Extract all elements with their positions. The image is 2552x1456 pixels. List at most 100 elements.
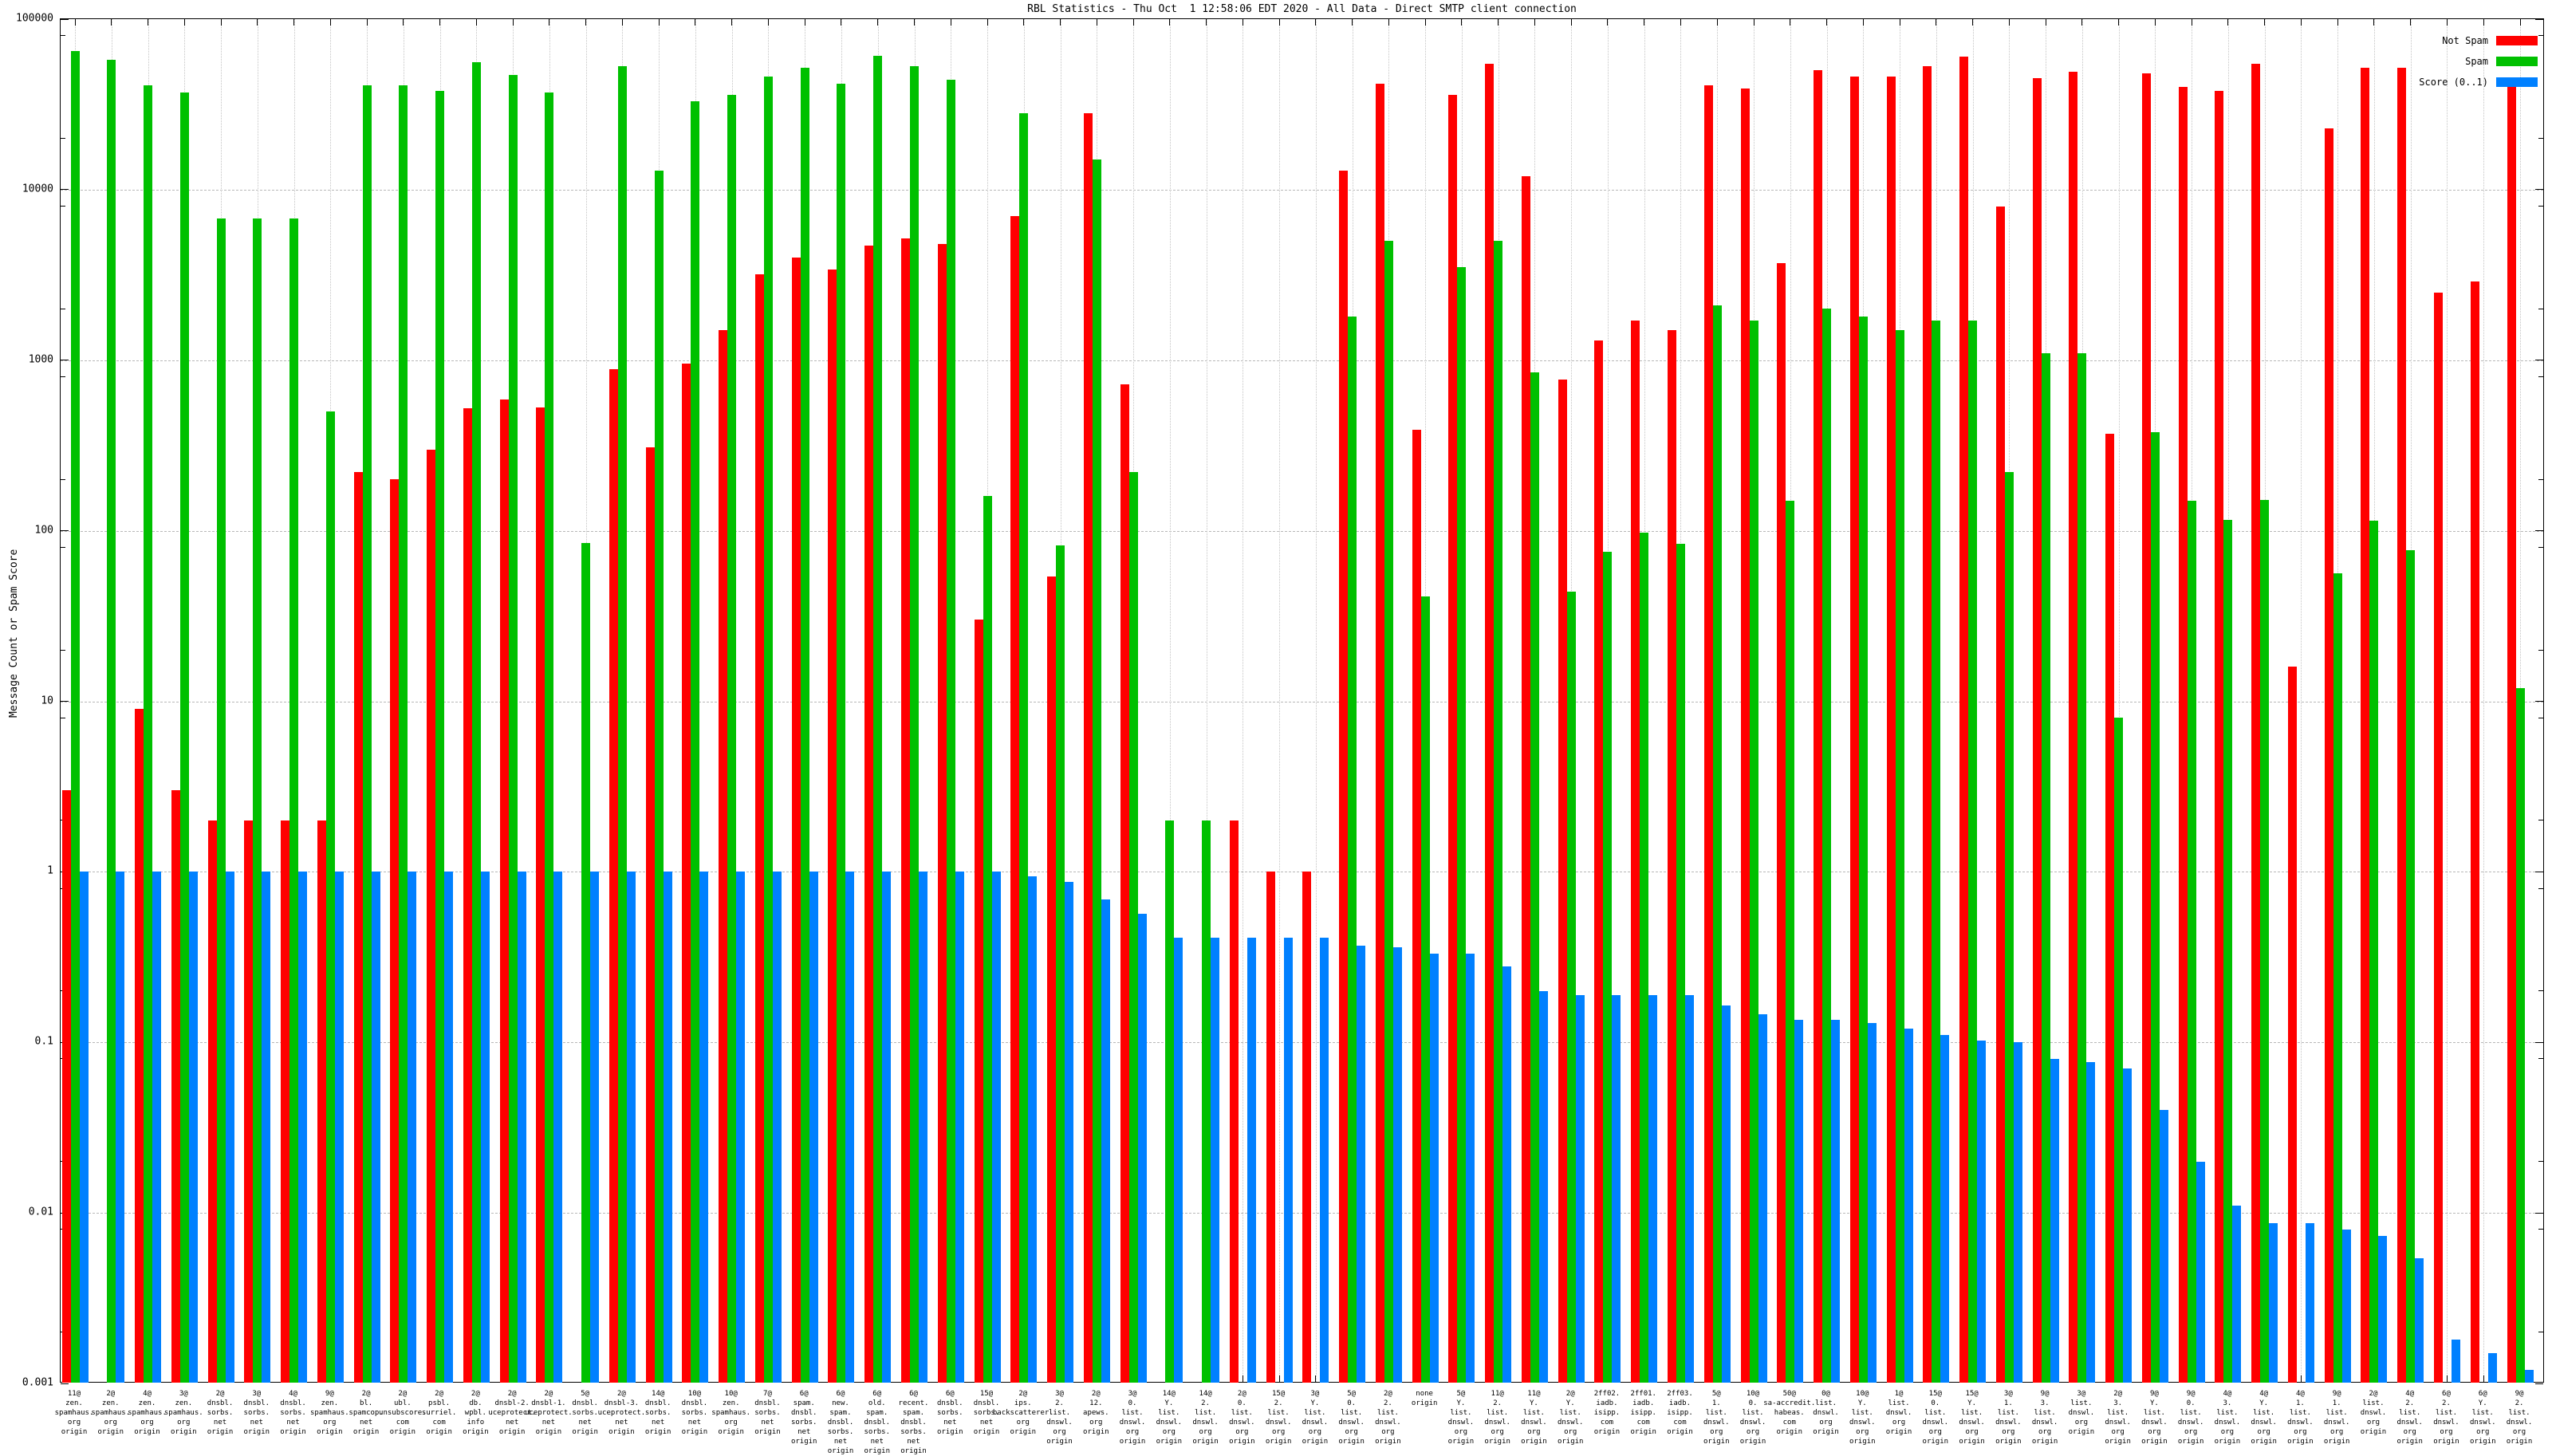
bar-not-spam	[791, 257, 801, 1383]
bar-not-spam	[2251, 63, 2261, 1383]
bar-score	[1867, 1022, 1877, 1383]
bar-spam	[1749, 321, 1758, 1383]
gridline-vertical	[1279, 19, 1281, 1382]
bar-not-spam	[1448, 94, 1458, 1383]
x-tick-bottom	[1315, 1375, 1317, 1382]
bar-score	[188, 872, 198, 1383]
bar-spam	[1932, 321, 1941, 1383]
x-axis-group-label: 10@ dnsbl. sorbs. net origin	[681, 1390, 708, 1436]
bar-not-spam	[2069, 72, 2078, 1383]
bar-not-spam	[2324, 128, 2333, 1383]
bar-spam	[1676, 543, 1685, 1383]
bar-spam	[545, 92, 554, 1383]
x-axis-group-label: 2@ 12. apews. org origin	[1083, 1390, 1109, 1436]
y-major-tick-left	[61, 701, 69, 702]
x-tick-bottom	[2446, 1375, 2448, 1382]
x-axis-group-label: 9@ 0. list. dnswl. org origin	[2177, 1390, 2204, 1446]
x-axis-group-label: 14@ dnsbl. sorbs. net origin	[644, 1390, 671, 1436]
bar-spam	[2515, 687, 2525, 1383]
x-tick-top	[512, 19, 514, 26]
x-tick-top	[914, 19, 915, 26]
bar-spam	[691, 100, 700, 1383]
x-axis-group-label: 9@ 1. list. dnswl. org origin	[2323, 1390, 2350, 1446]
y-minor-tick-right	[2538, 649, 2543, 651]
x-tick-top	[439, 19, 441, 26]
bar-score	[2415, 1258, 2424, 1383]
bar-spam	[1165, 820, 1175, 1383]
x-tick-top	[403, 19, 404, 26]
x-axis-group-label: 3@ dnsbl. sorbs. net origin	[243, 1390, 270, 1436]
x-axis-group-label: 2@ dnsbl-2. uceprotect. net origin	[488, 1390, 536, 1436]
x-tick-top	[2483, 19, 2484, 26]
x-axis-group-label: 4@ 3. list. dnswl. org origin	[2214, 1390, 2241, 1446]
x-axis-group-label: 2ff03. iadb. isipp. com origin	[1667, 1390, 1693, 1436]
bar-not-spam	[1120, 384, 1129, 1383]
bar-score	[1466, 954, 1475, 1383]
bar-spam	[983, 495, 992, 1383]
legend: Not Spam Spam Score (0..1)	[2377, 35, 2544, 99]
bar-spam	[471, 61, 481, 1383]
bar-spam	[581, 542, 591, 1383]
x-axis-group-label: 3@ 0. list. dnswl. org origin	[1119, 1390, 1146, 1446]
bar-not-spam	[937, 244, 947, 1383]
x-tick-top	[1570, 19, 1572, 26]
bar-spam	[1530, 372, 1539, 1383]
bar-not-spam	[1594, 340, 1604, 1383]
x-axis-group-label: 5@ Y. list. dnswl. org origin	[1447, 1390, 1475, 1446]
gridline-vertical	[2483, 19, 2485, 1382]
x-tick-top	[183, 19, 185, 26]
bar-not-spam	[207, 820, 217, 1383]
x-axis-group-label: 2@ dnsbl-1. uceprotect. net origin	[525, 1390, 573, 1436]
legend-row-not-spam: Not Spam	[2377, 35, 2544, 46]
bar-spam	[1786, 500, 1795, 1383]
x-axis-group-label: 9@ 3. list. dnswl. org origin	[2031, 1390, 2058, 1446]
plot-area	[60, 18, 2544, 1384]
y-axis-tick-label: 0.1	[34, 1035, 53, 1048]
bar-score	[663, 872, 672, 1383]
bar-spam	[2150, 431, 2160, 1383]
bar-not-spam	[1849, 77, 1859, 1383]
bar-score	[408, 872, 417, 1383]
bar-not-spam	[390, 479, 400, 1383]
x-axis-group-label: 2@ db. wpbl. info origin	[463, 1390, 489, 1436]
bar-spam	[325, 411, 335, 1383]
bar-not-spam	[754, 273, 764, 1383]
y-axis-tick-label: 10000	[22, 183, 53, 195]
gridline-horizontal	[61, 530, 2543, 532]
bar-spam	[763, 77, 773, 1383]
x-tick-top	[2300, 19, 2302, 26]
bar-not-spam	[719, 330, 728, 1383]
x-tick-top	[2446, 19, 2448, 26]
x-axis-group-label: 3@ 1. list. dnswl. org origin	[1995, 1390, 2022, 1446]
x-axis-group-label: 3@ 2. list. dnswl. org origin	[1046, 1390, 1073, 1446]
y-minor-tick-right	[2538, 376, 2543, 377]
bar-not-spam	[1667, 330, 1676, 1383]
bar-score	[772, 872, 782, 1383]
x-tick-top	[257, 19, 258, 26]
gridline-vertical	[2447, 19, 2448, 1382]
gridline-vertical	[2118, 19, 2120, 1382]
x-axis-group-label: 3@ zen. spamhaus. org origin	[163, 1390, 203, 1436]
bar-not-spam	[1229, 820, 1239, 1383]
x-axis-group-label: 15@ 2. list. dnswl. org origin	[1265, 1390, 1292, 1446]
x-axis-group-label: 2@ 3. list. dnswl. org origin	[2105, 1390, 2131, 1446]
x-axis-group-label: 14@ Y. list. dnswl. org origin	[1156, 1390, 1183, 1446]
y-axis-tick-label: 100000	[16, 12, 53, 25]
bar-not-spam	[1558, 380, 1567, 1383]
bar-not-spam	[1995, 206, 2005, 1383]
bar-score	[845, 872, 855, 1383]
y-major-tick-right	[2535, 701, 2543, 702]
x-tick-top	[2410, 19, 2412, 26]
bar-not-spam	[2470, 281, 2479, 1383]
bar-score	[626, 872, 636, 1383]
y-major-tick-left	[61, 18, 69, 20]
x-tick-top	[2519, 19, 2521, 26]
y-major-tick-left	[61, 189, 69, 191]
y-minor-tick-left	[61, 376, 65, 377]
x-tick-top	[1862, 19, 1864, 26]
y-minor-tick-right	[2538, 1161, 2543, 1163]
bar-score	[1065, 882, 1074, 1383]
x-axis-group-label: 5@ 0. list. dnswl. org origin	[1338, 1390, 1365, 1446]
x-axis-group-label: 1@ list. dnswl. org origin	[1885, 1390, 1912, 1436]
x-tick-top	[1315, 19, 1317, 26]
